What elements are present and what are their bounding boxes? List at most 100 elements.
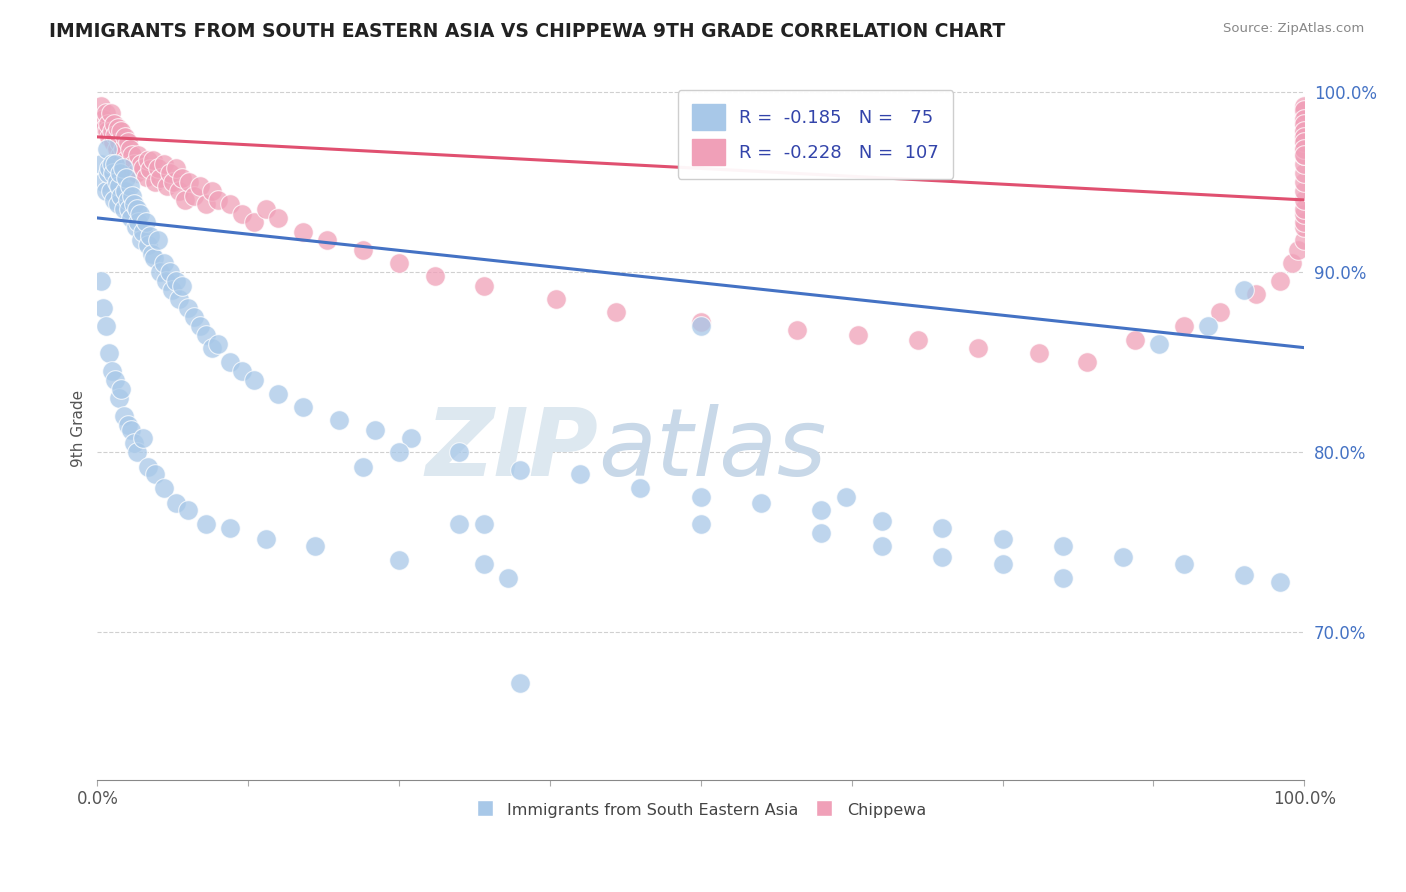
Point: [1294, 143, 1316, 157]
Point: [1294, 124, 1316, 138]
Point: [304, 539, 326, 553]
Point: [1112, 549, 1135, 564]
Point: [143, 467, 166, 481]
Point: [399, 431, 422, 445]
Point: [111, 143, 134, 157]
Point: [1294, 129, 1316, 144]
Point: [472, 557, 495, 571]
Point: [1286, 244, 1309, 258]
Point: [115, 153, 138, 168]
Point: [1294, 175, 1316, 189]
Point: [388, 445, 411, 459]
Point: [207, 193, 229, 207]
Point: [122, 157, 145, 171]
Text: Source: ZipAtlas.com: Source: ZipAtlas.com: [1223, 22, 1364, 36]
Point: [605, 304, 627, 318]
Point: [93, 112, 115, 126]
Point: [101, 364, 124, 378]
Point: [141, 247, 163, 261]
Point: [1294, 219, 1316, 234]
Point: [101, 124, 124, 138]
Point: [159, 265, 181, 279]
Point: [108, 136, 131, 150]
Point: [136, 459, 159, 474]
Point: [1294, 233, 1316, 247]
Point: [177, 502, 200, 516]
Point: [1294, 129, 1316, 144]
Point: [1294, 193, 1316, 207]
Point: [98, 129, 121, 144]
Point: [132, 161, 155, 175]
Point: [1294, 117, 1316, 131]
Point: [149, 265, 172, 279]
Point: [1294, 157, 1316, 171]
Point: [122, 436, 145, 450]
Point: [97, 166, 120, 180]
Point: [749, 495, 772, 509]
Point: [194, 328, 217, 343]
Point: [1052, 571, 1074, 585]
Point: [231, 364, 253, 378]
Point: [1294, 106, 1316, 120]
Point: [1294, 202, 1316, 216]
Point: [449, 445, 471, 459]
Point: [108, 391, 131, 405]
Point: [118, 178, 141, 193]
Point: [243, 373, 266, 387]
Point: [127, 214, 149, 228]
Point: [165, 161, 187, 175]
Point: [207, 337, 229, 351]
Point: [115, 171, 138, 186]
Point: [117, 418, 139, 433]
Point: [1173, 557, 1195, 571]
Point: [128, 207, 150, 221]
Point: [110, 124, 132, 138]
Point: [110, 148, 132, 162]
Point: [931, 521, 953, 535]
Point: [1294, 148, 1316, 162]
Point: [509, 675, 531, 690]
Point: [231, 207, 253, 221]
Point: [1294, 136, 1316, 150]
Point: [94, 106, 117, 120]
Point: [1294, 214, 1316, 228]
Point: [907, 334, 929, 348]
Point: [107, 196, 129, 211]
Point: [110, 166, 132, 180]
Point: [1294, 136, 1316, 150]
Point: [118, 157, 141, 171]
Point: [254, 532, 277, 546]
Point: [267, 211, 290, 225]
Point: [544, 292, 567, 306]
Point: [120, 211, 142, 225]
Point: [142, 153, 165, 168]
Point: [188, 318, 211, 333]
Point: [104, 157, 127, 171]
Point: [152, 481, 174, 495]
Point: [152, 256, 174, 270]
Point: [98, 161, 121, 175]
Point: [139, 229, 162, 244]
Point: [120, 424, 142, 438]
Point: [267, 387, 290, 401]
Point: [1123, 334, 1146, 348]
Point: [98, 346, 121, 360]
Point: [101, 136, 124, 150]
Point: [146, 161, 169, 175]
Point: [689, 490, 711, 504]
Point: [122, 196, 145, 211]
Point: [569, 467, 592, 481]
Point: [111, 161, 134, 175]
Point: [931, 549, 953, 564]
Point: [139, 162, 162, 177]
Point: [90, 99, 112, 113]
Point: [1294, 166, 1316, 180]
Point: [810, 526, 832, 541]
Point: [183, 189, 205, 203]
Point: [188, 178, 211, 193]
Point: [103, 117, 125, 131]
Point: [1076, 355, 1098, 369]
Point: [97, 117, 120, 131]
Point: [1294, 184, 1316, 198]
Point: [1294, 207, 1316, 221]
